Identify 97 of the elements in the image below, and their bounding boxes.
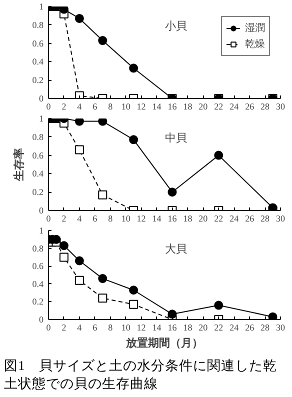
y-axis-title: 生存率 (12, 148, 26, 182)
x-tick-label: 14 (152, 102, 162, 112)
point (129, 135, 138, 144)
x-tick-label: 8 (108, 214, 114, 224)
x-tick-label: 6 (92, 214, 98, 224)
x-tick-label: 30 (276, 214, 286, 224)
x-tick-label: 8 (108, 322, 114, 332)
x-tick-label: 20 (198, 322, 208, 332)
y-tick-label: 1 (39, 2, 44, 12)
point (59, 6, 68, 14)
point (98, 190, 108, 200)
y-tick-label: 0 (39, 206, 44, 216)
x-tick-label: 10 (121, 102, 131, 112)
x-tick-label: 10 (121, 214, 131, 224)
point (168, 310, 177, 319)
y-tick-label: 0 (39, 94, 44, 104)
x-tick-label: 24 (230, 102, 240, 112)
y-tick-label: 0.6 (32, 38, 44, 48)
x-tick-label: 12 (136, 214, 146, 224)
x-tick-label: 28 (260, 102, 270, 112)
x-tick-label: 0 (46, 214, 52, 224)
x-tick-label: 14 (152, 322, 162, 332)
point (214, 150, 224, 160)
x-tick-label: 20 (198, 214, 208, 224)
point (129, 300, 138, 309)
x-tick-label: 6 (92, 322, 98, 332)
y-tick-label: 0.8 (32, 243, 44, 254)
x-tick-label: 6 (92, 102, 98, 112)
point (74, 118, 84, 126)
y-tick-label: 1 (39, 114, 44, 124)
point (59, 252, 68, 262)
x-tick-label: 8 (108, 102, 114, 112)
point (74, 276, 84, 285)
x-tick-label: 26 (245, 322, 255, 332)
x-tick-label: 4 (77, 322, 82, 332)
x-tick-label: 4 (77, 102, 82, 112)
point (268, 312, 278, 320)
point (74, 14, 84, 23)
point (214, 300, 224, 310)
annotation: 大貝 (165, 242, 188, 256)
x-tick-label: 16 (168, 102, 178, 112)
x-tick-label: 16 (168, 322, 178, 332)
x-tick-label: 2 (62, 322, 66, 332)
x-tick-label: 2 (62, 102, 66, 112)
y-tick-label: 0.4 (32, 168, 44, 179)
point (98, 294, 108, 303)
x-tick-label: 4 (77, 214, 82, 224)
point (98, 36, 108, 46)
x-tick-label: 18 (183, 102, 193, 112)
annotation: 中貝 (165, 131, 188, 144)
x-tick-label: 28 (260, 322, 270, 332)
annotation: 小貝 (165, 19, 188, 32)
y-tick-label: 0.6 (32, 150, 44, 160)
y-tick-label: 1 (39, 226, 44, 236)
x-tick-label: 28 (260, 214, 270, 224)
x-tick-label: 22 (214, 322, 224, 332)
point (129, 286, 138, 295)
x-tick-label: 18 (183, 214, 193, 224)
y-tick-label: 0.4 (32, 56, 44, 67)
x-tick-label: 14 (152, 214, 162, 224)
x-tick-label: 0 (46, 102, 52, 112)
x-tick-label: 24 (230, 322, 240, 332)
y-tick-label: 0.8 (32, 132, 44, 142)
point (98, 274, 108, 284)
point (74, 91, 84, 98)
y-tick-label: 0.2 (32, 296, 44, 307)
point (59, 241, 68, 250)
y-tick-label: 0.4 (32, 278, 44, 289)
x-tick-label: 16 (168, 214, 178, 224)
x-tick-label: 0 (46, 322, 52, 332)
y-tick-label: 0.8 (32, 20, 44, 30)
point (74, 145, 84, 154)
x-tick-label: 20 (198, 102, 208, 112)
y-tick-label: 0.6 (32, 261, 44, 272)
x-tick-label: 22 (214, 214, 224, 224)
x-tick-label: 18 (183, 322, 193, 332)
x-tick-label: 26 (245, 214, 255, 224)
y-tick-label: 0.2 (32, 187, 44, 198)
x-tick-label: 24 (230, 214, 240, 224)
x-tick-label: 12 (136, 322, 146, 332)
point (74, 256, 84, 266)
point (168, 188, 177, 197)
x-tick-label: 22 (214, 102, 224, 112)
y-tick-label: 0.2 (32, 75, 44, 86)
legend-label: 湿潤 (245, 22, 265, 35)
point (129, 64, 138, 73)
x-axis-title: 放置期間（月） (125, 336, 203, 350)
legend-label: 乾燥 (245, 38, 265, 51)
x-tick-label: 2 (62, 214, 66, 224)
x-tick-label: 30 (276, 322, 286, 332)
y-tick-label: 0 (39, 314, 44, 324)
x-tick-label: 12 (136, 102, 146, 112)
x-tick-label: 10 (121, 322, 131, 332)
x-tick-label: 26 (245, 102, 255, 112)
x-tick-label: 30 (276, 102, 286, 112)
point (98, 118, 108, 126)
caption: 図1 貝サイズと土の水分条件に関連した乾土状態での貝の生存曲線 (4, 357, 278, 394)
